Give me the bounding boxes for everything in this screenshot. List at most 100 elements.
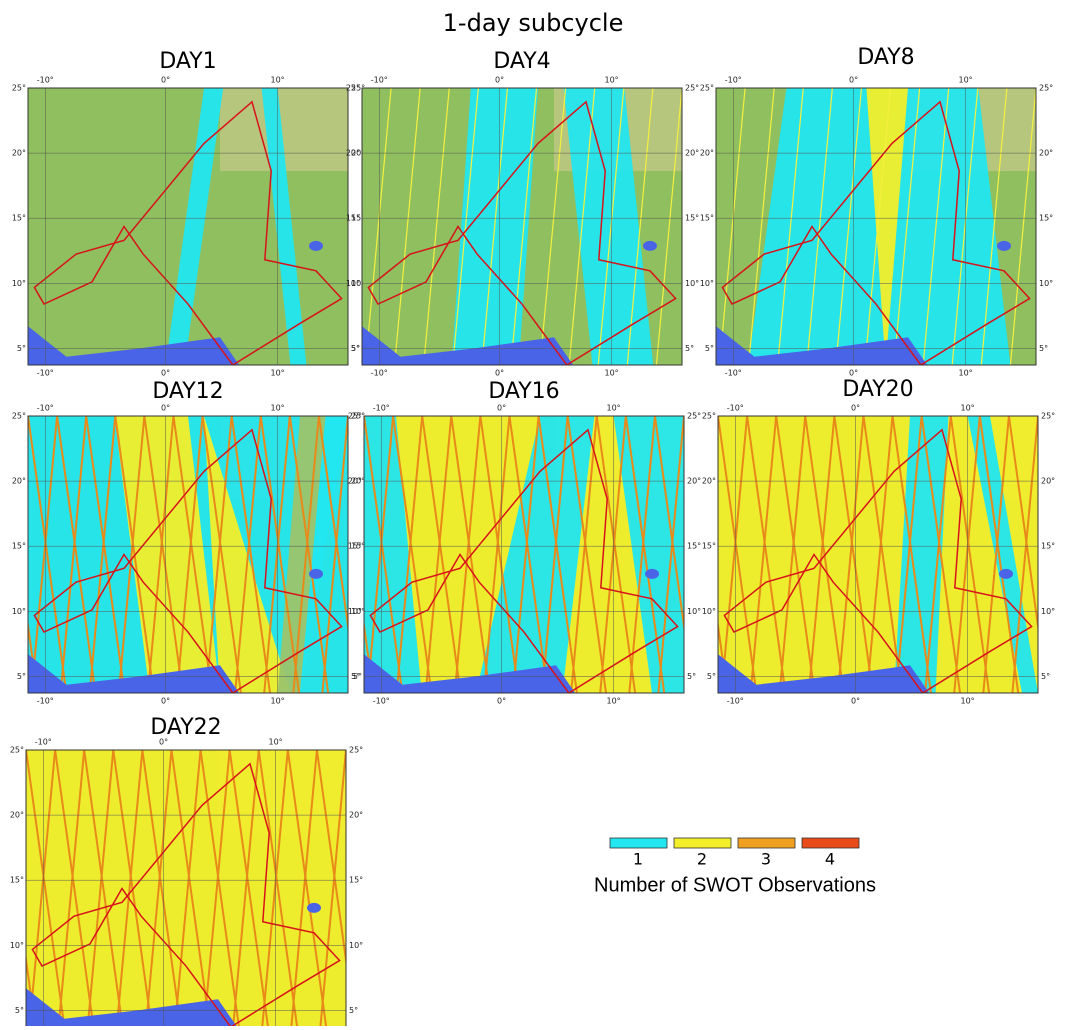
- lat-label: 25°: [1041, 412, 1055, 421]
- lat-label: 25°: [12, 84, 26, 93]
- lat-label: 15°: [1039, 214, 1053, 223]
- lon-label: 10°: [271, 369, 285, 378]
- lat-label: 15°: [702, 542, 716, 551]
- lon-label: -10°: [725, 76, 742, 85]
- legend-label: 1: [633, 850, 643, 869]
- lake: [643, 241, 657, 251]
- lon-label: -10°: [37, 404, 54, 413]
- track-line: [685, 88, 711, 365]
- lat-label: 10°: [687, 607, 701, 616]
- lat-label: 25°: [346, 84, 360, 93]
- lon-label: -10°: [37, 369, 54, 378]
- lat-label: 10°: [1041, 607, 1055, 616]
- lat-label: 25°: [687, 412, 701, 421]
- lat-label: 10°: [12, 279, 26, 288]
- lon-label: -10°: [37, 697, 54, 706]
- track-line: [0, 750, 6, 1026]
- lon-label: 10°: [607, 697, 621, 706]
- lon-label: 10°: [271, 76, 285, 85]
- lat-label: 25°: [1039, 84, 1053, 93]
- lon-label: 0°: [495, 369, 504, 378]
- lat-label: 20°: [10, 811, 24, 820]
- lon-label: -10°: [725, 369, 742, 378]
- track-line: [379, 750, 405, 1026]
- lake: [645, 569, 659, 579]
- panel-title: DAY12: [152, 379, 223, 404]
- lat-label: 25°: [700, 84, 714, 93]
- legend-label: 4: [825, 850, 835, 869]
- track-line: [684, 416, 722, 693]
- lat-label: 5°: [687, 672, 696, 681]
- lat-label: 25°: [10, 746, 24, 755]
- lat-label: 20°: [348, 477, 362, 486]
- lat-label: 20°: [687, 477, 701, 486]
- lon-label: 10°: [605, 76, 619, 85]
- lon-label: 10°: [607, 404, 621, 413]
- lake: [997, 241, 1011, 251]
- lake: [999, 569, 1013, 579]
- legend-swatch: [674, 838, 731, 848]
- lat-label: 25°: [349, 746, 363, 755]
- lat-label: 20°: [349, 811, 363, 820]
- lon-label: 0°: [161, 697, 170, 706]
- track-line: [690, 88, 716, 365]
- track-line: [687, 416, 713, 693]
- map-panel: DAY8-10°-10°0°0°10°10°25°25°20°20°15°15°…: [632, 45, 1066, 378]
- figure: 1-day subcycle DAY1-10°-10°0°0°10°10°25°…: [0, 0, 1066, 1026]
- lon-label: -10°: [727, 404, 744, 413]
- lon-label: -10°: [37, 76, 54, 85]
- lat-label: 15°: [687, 542, 701, 551]
- lat-label: 25°: [685, 84, 699, 93]
- legend-label: 3: [761, 850, 771, 869]
- lat-label: 5°: [349, 1006, 358, 1015]
- lat-label: 20°: [700, 149, 714, 158]
- lat-label: 10°: [349, 941, 363, 950]
- lon-label: 10°: [961, 697, 975, 706]
- lat-label: 5°: [1041, 672, 1050, 681]
- lat-label: 20°: [1039, 149, 1053, 158]
- lat-label: 10°: [700, 279, 714, 288]
- lake: [307, 903, 321, 913]
- lon-label: -10°: [35, 738, 52, 747]
- lon-label: -10°: [373, 404, 390, 413]
- lon-label: 0°: [851, 404, 860, 413]
- panel-title: DAY20: [842, 377, 913, 402]
- lon-label: 10°: [269, 738, 283, 747]
- lat-label: 20°: [685, 149, 699, 158]
- panel-title: DAY22: [150, 715, 221, 740]
- legend-title: Number of SWOT Observations: [594, 874, 876, 896]
- map-panel: DAY22-10°-10°0°0°10°10°25°25°20°20°15°15…: [0, 715, 443, 1026]
- panel-title: DAY8: [857, 45, 914, 70]
- panel-title: DAY4: [493, 49, 550, 74]
- lon-label: 0°: [161, 369, 170, 378]
- panel-title: DAY16: [488, 379, 559, 404]
- lat-label: 15°: [12, 214, 26, 223]
- track-line: [2, 416, 28, 693]
- lat-label: 5°: [17, 672, 26, 681]
- lon-label: -10°: [371, 369, 388, 378]
- lat-label: 20°: [12, 477, 26, 486]
- lat-label: 10°: [346, 279, 360, 288]
- map-area: [28, 88, 348, 365]
- lon-label: 0°: [159, 738, 168, 747]
- figure-title: 1-day subcycle: [443, 9, 624, 37]
- lon-label: -10°: [371, 76, 388, 85]
- lat-label: 15°: [700, 214, 714, 223]
- lat-label: 10°: [10, 941, 24, 950]
- lat-label: 5°: [351, 344, 360, 353]
- lat-label: 10°: [348, 607, 362, 616]
- track-line: [349, 750, 375, 1026]
- lon-label: 10°: [605, 369, 619, 378]
- lat-label: 10°: [685, 279, 699, 288]
- lat-label: 15°: [348, 542, 362, 551]
- lat-label: 20°: [12, 149, 26, 158]
- lat-label: 15°: [1041, 542, 1055, 551]
- legend-swatch: [802, 838, 859, 848]
- lon-label: 0°: [495, 76, 504, 85]
- lake: [309, 241, 323, 251]
- panel-title: DAY1: [159, 49, 216, 74]
- lon-label: 10°: [959, 369, 973, 378]
- lon-label: -10°: [727, 697, 744, 706]
- lat-label: 20°: [702, 477, 716, 486]
